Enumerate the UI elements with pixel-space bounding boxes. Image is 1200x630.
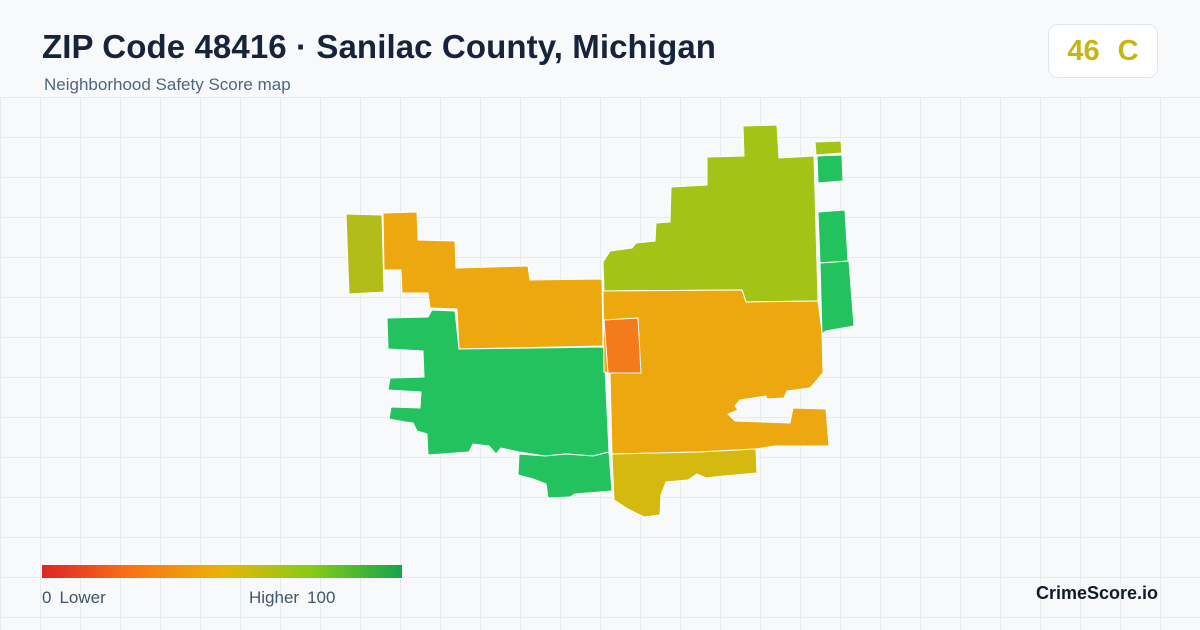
legend-high-label: Higher 100 [249, 588, 335, 608]
map-region-east-tip-2[interactable] [816, 154, 844, 184]
legend-high-value: 100 [307, 588, 336, 607]
map-region-center-red-orange[interactable] [603, 317, 642, 374]
legend-high-text: Higher [249, 588, 300, 607]
map-region-northeast[interactable] [602, 124, 819, 303]
legend-low-label: 0 Lower [42, 588, 106, 608]
header-band [0, 0, 1200, 98]
page-subtitle: Neighborhood Safety Score map [44, 75, 291, 94]
map-region-northwest-orange[interactable] [382, 211, 604, 350]
legend-low-value: 0 [42, 588, 52, 607]
safety-score-value: 46 [1067, 34, 1100, 67]
brand-logo-text[interactable]: CrimeScore.io [1035, 583, 1158, 603]
page-title: ZIP Code 48416 · Sanilac County, Michiga… [42, 28, 717, 65]
map-region-east-tip-1[interactable] [814, 140, 843, 156]
map-region-south-mustard[interactable] [611, 448, 758, 518]
map-region-east-strip-lower[interactable] [819, 260, 855, 335]
legend-color-scale [42, 565, 402, 578]
safety-score-badge: 46 C [1048, 24, 1158, 78]
legend-low-text: Lower [59, 588, 106, 607]
map-region-south-green[interactable] [517, 451, 613, 499]
map-region-east-strip-upper[interactable] [817, 209, 849, 264]
safety-score-grade: C [1117, 34, 1139, 67]
map-region-west-strip[interactable] [345, 213, 385, 295]
